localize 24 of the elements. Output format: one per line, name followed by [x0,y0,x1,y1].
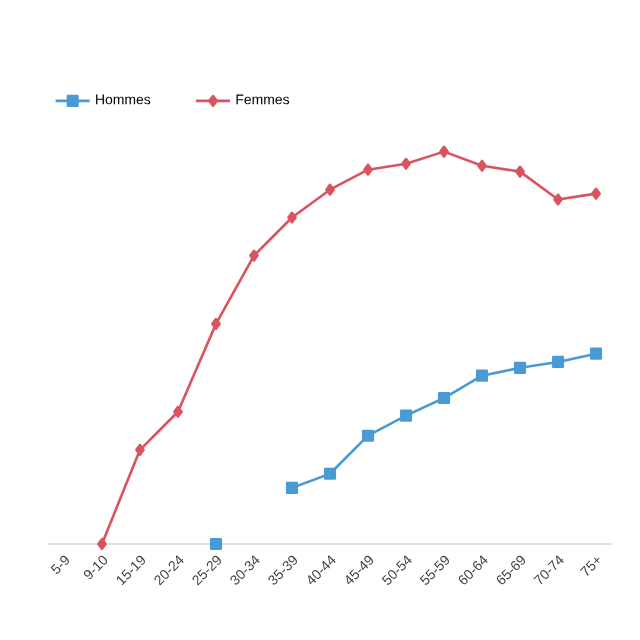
point [135,443,145,456]
point [323,467,337,480]
point [211,317,221,330]
point [439,145,449,158]
point [173,405,183,418]
point [325,183,335,196]
point [551,355,565,369]
point [361,429,375,442]
point [249,249,259,262]
point [287,211,297,224]
point [97,537,107,551]
point [285,481,299,494]
point [399,409,413,422]
point [591,187,601,200]
point [437,391,451,405]
point [477,159,487,172]
point [513,361,527,374]
point [401,157,411,170]
point [209,537,223,551]
point [589,347,603,360]
point [553,193,563,206]
point [363,163,373,176]
point [475,369,489,382]
point [515,165,525,178]
